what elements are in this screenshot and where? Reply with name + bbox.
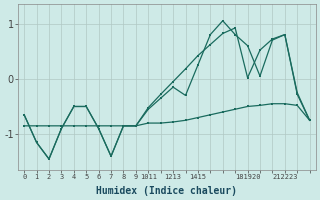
X-axis label: Humidex (Indice chaleur): Humidex (Indice chaleur) [96, 186, 237, 196]
